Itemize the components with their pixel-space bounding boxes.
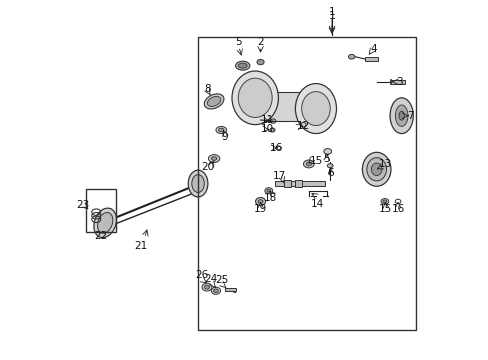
Text: 4: 4 xyxy=(370,44,376,54)
Text: 5: 5 xyxy=(323,154,329,163)
Text: 7: 7 xyxy=(407,111,413,121)
Text: 2: 2 xyxy=(257,37,264,48)
Text: 12: 12 xyxy=(296,121,309,131)
Text: 13: 13 xyxy=(378,159,391,169)
Text: 3: 3 xyxy=(396,77,403,87)
Ellipse shape xyxy=(301,91,329,126)
Ellipse shape xyxy=(380,199,388,204)
Ellipse shape xyxy=(398,111,404,120)
Text: 16: 16 xyxy=(269,143,282,153)
FancyBboxPatch shape xyxy=(365,57,377,62)
Text: 11: 11 xyxy=(261,115,274,125)
Ellipse shape xyxy=(362,152,390,186)
Ellipse shape xyxy=(323,149,331,154)
Ellipse shape xyxy=(216,126,226,134)
Ellipse shape xyxy=(238,78,272,117)
Ellipse shape xyxy=(188,170,207,197)
FancyBboxPatch shape xyxy=(390,80,405,84)
Ellipse shape xyxy=(218,128,224,132)
Ellipse shape xyxy=(208,155,220,162)
FancyBboxPatch shape xyxy=(224,288,235,292)
Text: 8: 8 xyxy=(204,84,211,94)
Text: 1: 1 xyxy=(328,11,335,21)
Ellipse shape xyxy=(395,105,407,126)
Text: 19: 19 xyxy=(253,204,266,214)
Ellipse shape xyxy=(326,163,332,168)
Ellipse shape xyxy=(231,71,278,125)
FancyBboxPatch shape xyxy=(389,79,390,84)
Ellipse shape xyxy=(305,162,311,166)
Text: 15: 15 xyxy=(378,204,391,214)
Text: 22: 22 xyxy=(94,231,107,241)
Ellipse shape xyxy=(207,96,221,107)
Text: 24: 24 xyxy=(204,274,218,284)
Text: 18: 18 xyxy=(263,193,276,203)
Text: 9: 9 xyxy=(221,132,228,142)
Text: 25: 25 xyxy=(215,275,228,285)
Text: 20: 20 xyxy=(201,162,214,172)
Ellipse shape xyxy=(258,200,263,203)
Ellipse shape xyxy=(389,98,412,134)
Ellipse shape xyxy=(97,212,113,233)
FancyBboxPatch shape xyxy=(294,180,301,187)
FancyBboxPatch shape xyxy=(274,181,324,186)
Text: 10: 10 xyxy=(261,124,274,134)
Ellipse shape xyxy=(235,61,249,70)
Ellipse shape xyxy=(211,287,220,294)
Ellipse shape xyxy=(204,94,224,109)
Text: 17: 17 xyxy=(272,171,285,181)
Ellipse shape xyxy=(348,54,354,59)
Ellipse shape xyxy=(211,157,216,160)
Text: 23: 23 xyxy=(76,200,89,210)
Bar xyxy=(85,189,116,232)
Ellipse shape xyxy=(204,285,209,289)
Ellipse shape xyxy=(266,189,270,192)
Text: 21: 21 xyxy=(134,241,147,251)
Ellipse shape xyxy=(295,84,336,134)
FancyBboxPatch shape xyxy=(283,180,290,187)
Bar xyxy=(198,37,415,330)
Text: 16: 16 xyxy=(391,204,404,214)
Text: 1: 1 xyxy=(328,7,335,17)
Ellipse shape xyxy=(264,188,272,194)
Text: 14: 14 xyxy=(310,199,323,208)
Text: 26: 26 xyxy=(195,270,208,280)
Text: 15: 15 xyxy=(309,157,323,166)
Text: 5: 5 xyxy=(234,37,241,48)
Ellipse shape xyxy=(238,63,246,68)
Ellipse shape xyxy=(303,160,313,168)
Text: 6: 6 xyxy=(327,168,334,178)
Ellipse shape xyxy=(213,289,218,293)
Ellipse shape xyxy=(257,59,264,65)
Ellipse shape xyxy=(370,163,381,176)
Ellipse shape xyxy=(202,283,212,291)
Ellipse shape xyxy=(382,200,386,203)
Ellipse shape xyxy=(94,208,116,238)
Ellipse shape xyxy=(191,175,204,193)
FancyBboxPatch shape xyxy=(257,93,303,121)
Ellipse shape xyxy=(255,198,265,205)
Ellipse shape xyxy=(366,158,386,181)
